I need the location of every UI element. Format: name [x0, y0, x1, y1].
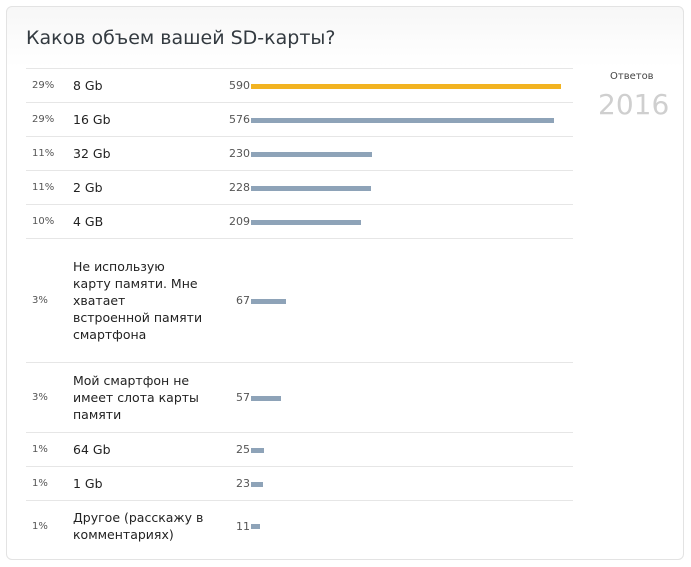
- row-label: Мой смартфон не имеет слота карты памяти: [73, 373, 199, 422]
- row-count: 576: [229, 113, 250, 126]
- poll-row: 10% 4 GB 209: [26, 204, 573, 238]
- result-bar: [251, 83, 561, 89]
- row-percent: 11%: [32, 148, 55, 159]
- row-label: 1 Gb: [73, 476, 103, 491]
- row-label: 32 Gb: [73, 146, 111, 161]
- result-bar: [251, 447, 264, 453]
- result-bar: [251, 298, 286, 304]
- row-label: Другое (расскажу в комментариях): [73, 510, 204, 542]
- row-count: 228: [229, 181, 250, 194]
- result-bar: [251, 219, 361, 225]
- poll-row: 3% Не использую карту памяти. Мне хватает…: [26, 238, 573, 362]
- poll-row: 1% 1 Gb 23: [26, 466, 573, 500]
- result-bar: [251, 151, 372, 157]
- row-percent: 3%: [32, 295, 48, 306]
- poll-row: 3% Мой смартфон не имеет слота карты памя…: [26, 362, 573, 432]
- row-percent: 3%: [32, 392, 48, 403]
- row-label: 64 Gb: [73, 442, 111, 457]
- row-percent: 29%: [32, 114, 55, 125]
- result-bar: [251, 524, 260, 529]
- row-percent: 11%: [32, 182, 55, 193]
- bar-track: [251, 151, 561, 157]
- poll-row: 29% 16 Gb 576: [26, 102, 573, 136]
- poll-row: 11% 2 Gb 228: [26, 170, 573, 204]
- bar-track: [251, 524, 561, 529]
- result-bar: [251, 481, 263, 487]
- row-label: 4 GB: [73, 214, 104, 229]
- row-count: 230: [229, 147, 250, 160]
- bar-track: [251, 395, 561, 401]
- total-label: Ответов: [610, 71, 654, 82]
- row-percent: 1%: [32, 444, 48, 455]
- result-bar: [251, 395, 281, 401]
- poll-results: 29% 8 Gb 590 29% 16 Gb 576 11% 32 Gb 230 11% 2 Gb 2…: [26, 68, 573, 551]
- result-bar: [251, 185, 371, 191]
- row-label: 2 Gb: [73, 180, 103, 195]
- row-percent: 29%: [32, 80, 55, 91]
- row-count: 25: [236, 443, 250, 456]
- row-count: 209: [229, 215, 250, 228]
- poll-row: 11% 32 Gb 230: [26, 136, 573, 170]
- row-count: 23: [236, 477, 250, 490]
- bar-track: [251, 83, 561, 89]
- bar-track: [251, 185, 561, 191]
- row-percent: 10%: [32, 216, 55, 227]
- row-count: 11: [236, 519, 250, 533]
- bar-track: [251, 219, 561, 225]
- poll-title: Каков объем вашей SD-карты?: [26, 27, 336, 49]
- row-label: 8 Gb: [73, 78, 103, 93]
- row-percent: 1%: [32, 520, 48, 532]
- poll-row: 1% Другое (расскажу в комментариях) 11: [26, 500, 573, 551]
- bar-track: [251, 298, 561, 304]
- row-label: Не использую карту памяти. Мне хватает в…: [73, 259, 203, 342]
- poll-row: 1% 64 Gb 25: [26, 432, 573, 466]
- row-count: 590: [229, 79, 250, 92]
- bar-track: [251, 447, 561, 453]
- poll-card: [6, 6, 684, 560]
- row-label: 16 Gb: [73, 112, 111, 127]
- result-bar: [251, 117, 554, 123]
- bar-track: [251, 481, 561, 487]
- row-count: 67: [236, 294, 250, 307]
- row-percent: 1%: [32, 478, 48, 489]
- row-count: 57: [236, 391, 250, 404]
- bar-track: [251, 117, 561, 123]
- poll-row: 29% 8 Gb 590: [26, 68, 573, 102]
- total-value: 2016: [598, 88, 670, 121]
